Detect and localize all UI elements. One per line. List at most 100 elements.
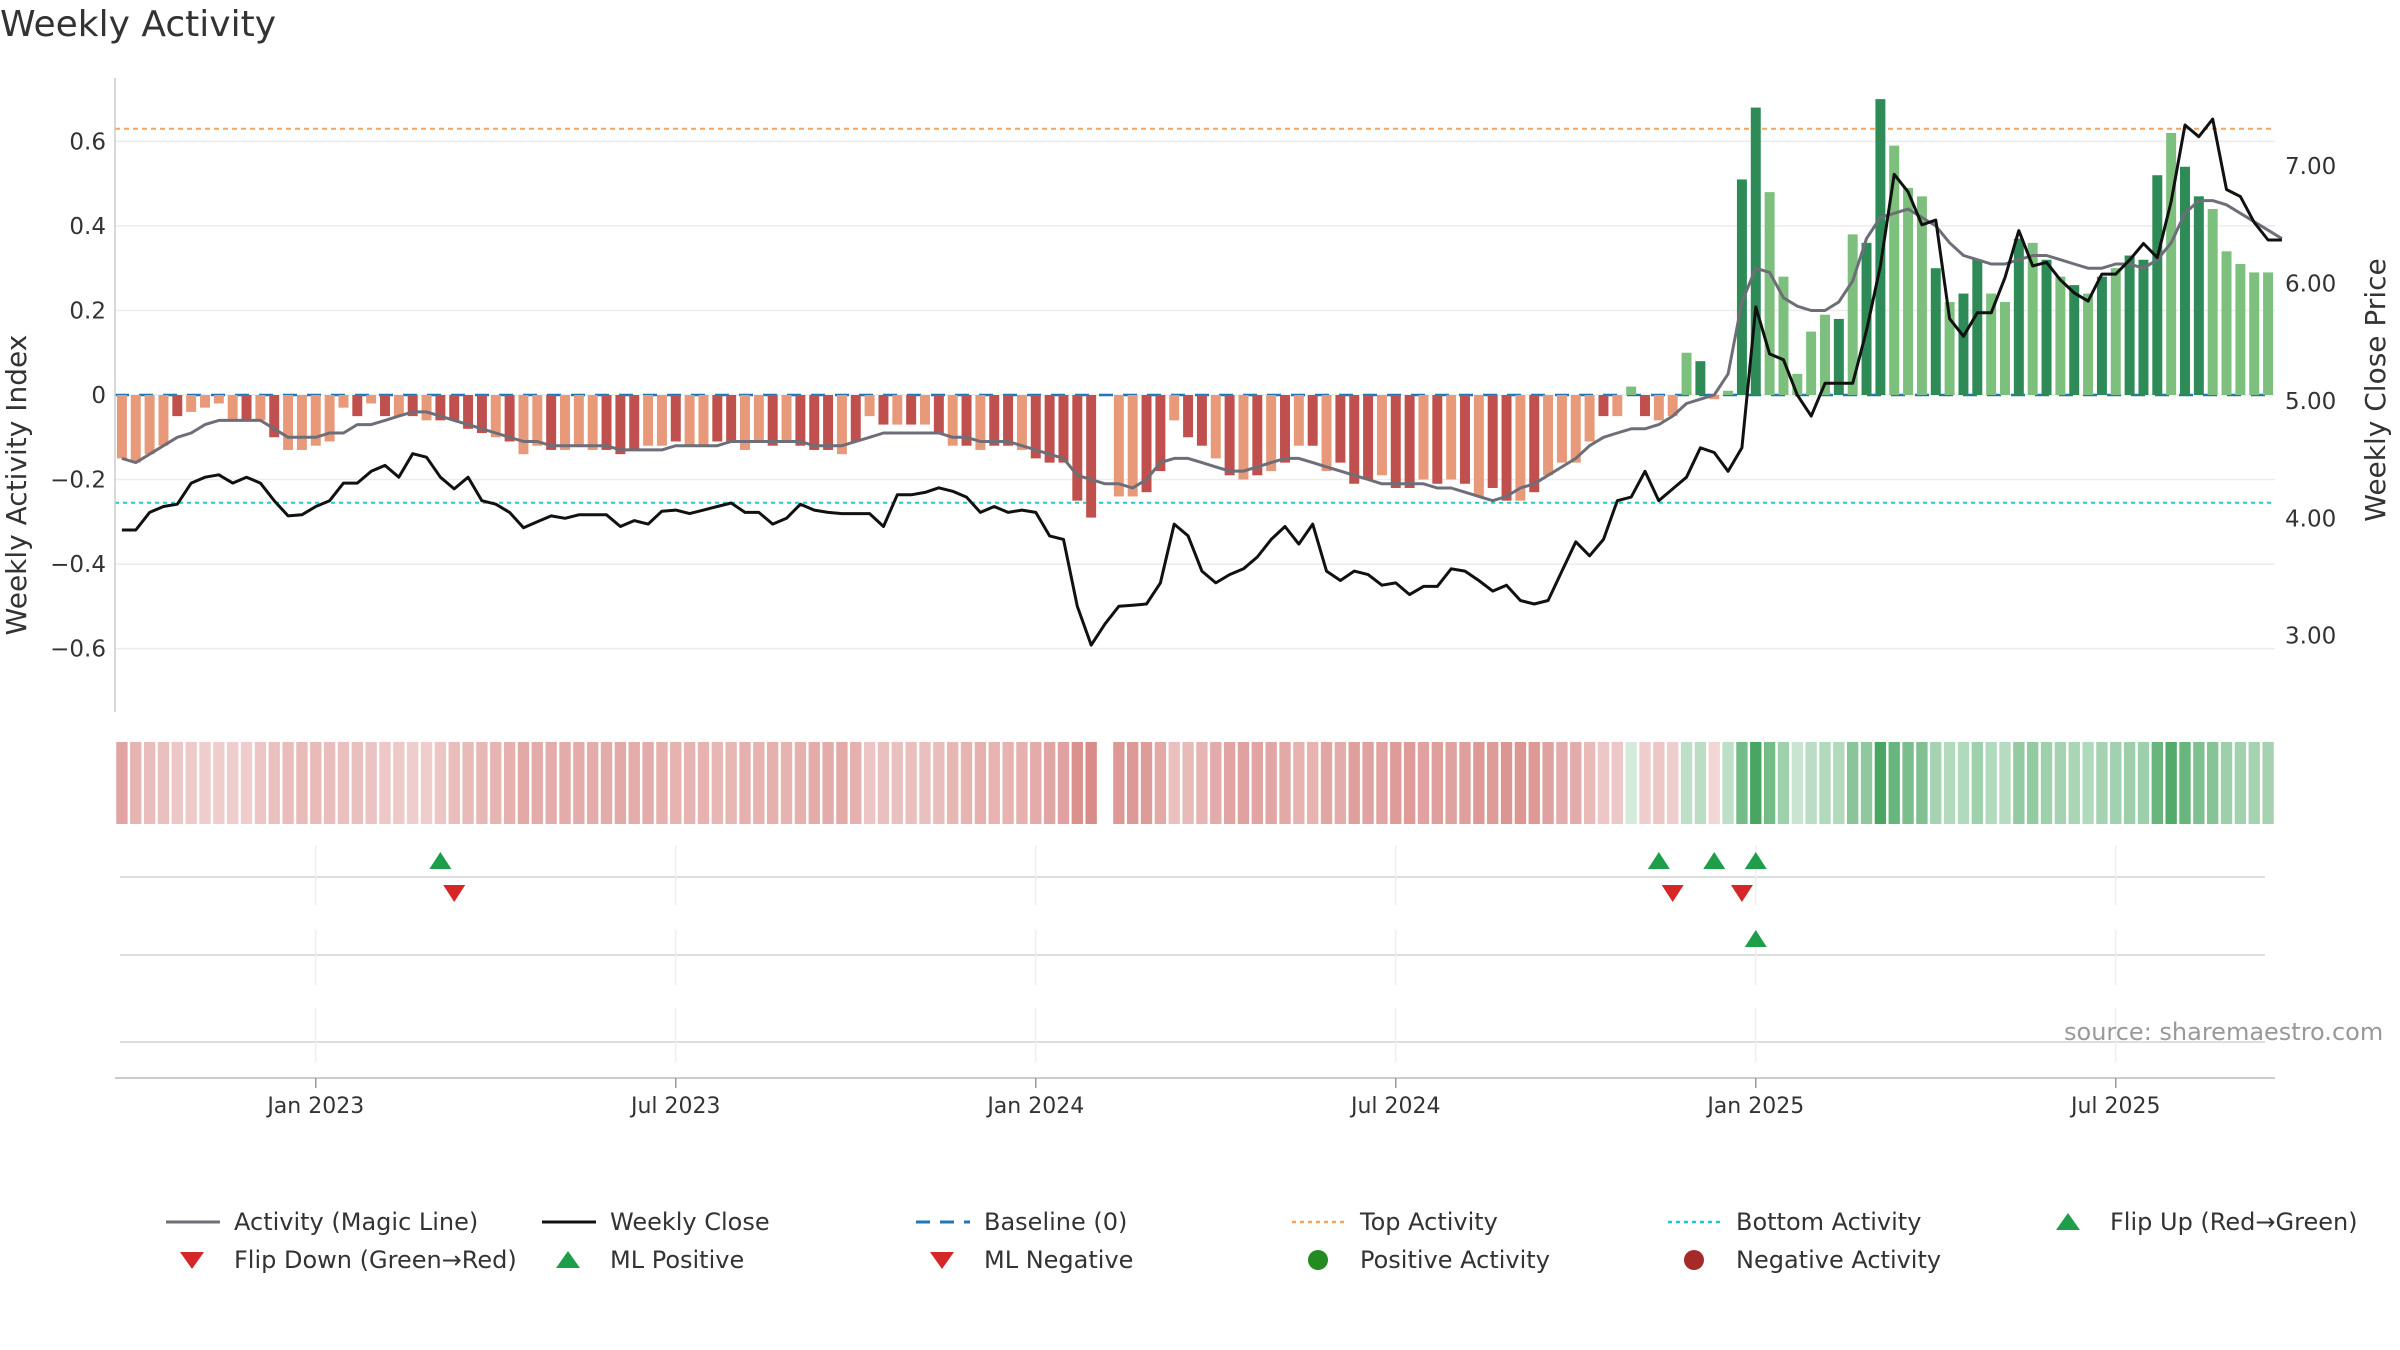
legend-item-weekly-close[interactable]: Weekly Close: [536, 1208, 770, 1236]
activity-bar: [1529, 395, 1540, 493]
intensity-cell: [656, 742, 668, 824]
intensity-cell: [1750, 742, 1762, 824]
activity-bar: [1044, 395, 1055, 463]
activity-bar: [1958, 293, 1969, 395]
legend-item-top-activity[interactable]: Top Activity: [1286, 1208, 1498, 1236]
intensity-cell: [1334, 742, 1347, 824]
activity-bar: [2000, 302, 2010, 395]
activity-bar: [1653, 395, 1664, 421]
activity-bar: [698, 395, 709, 446]
activity-bar: [2027, 242, 2038, 395]
intensity-cell: [1113, 742, 1125, 824]
intensity-cell: [1597, 742, 1610, 824]
activity-bar: [560, 395, 570, 450]
intensity-cell: [1348, 742, 1360, 824]
activity-bar: [670, 395, 681, 442]
intensity-cell: [1943, 742, 1956, 824]
activity-bar: [2083, 293, 2094, 395]
intensity-cell: [2082, 742, 2094, 824]
activity-bar: [2249, 272, 2260, 395]
intensity-cell: [1888, 742, 1900, 824]
intensity-cell: [697, 742, 710, 824]
activity-bar: [1196, 395, 1207, 446]
y-tick-right: 5.00: [2285, 389, 2336, 415]
legend-item-magic-line[interactable]: Activity (Magic Line): [160, 1208, 478, 1236]
activity-bar: [767, 395, 778, 446]
intensity-cell: [1320, 742, 1333, 824]
activity-bar: [1280, 395, 1290, 463]
intensity-cell: [503, 742, 516, 824]
intensity-cell: [407, 742, 419, 824]
intensity-cell: [683, 742, 696, 824]
legend-item-ml-positive[interactable]: ML Positive: [536, 1246, 744, 1274]
activity-bar: [1764, 192, 1775, 395]
intensity-cell: [822, 742, 834, 824]
intensity-cell: [1237, 742, 1250, 824]
activity-bar: [1252, 395, 1263, 476]
y-tick-left: 0.2: [69, 298, 106, 324]
activity-bar: [449, 395, 460, 421]
intensity-cell: [545, 742, 557, 824]
activity-bar: [338, 395, 349, 408]
activity-bar: [961, 395, 972, 446]
activity-bar: [656, 395, 667, 446]
intensity-cell: [1667, 742, 1679, 824]
intensity-cell: [947, 742, 959, 824]
activity-bar: [435, 395, 446, 421]
intensity-cell: [767, 742, 779, 824]
intensity-cell: [1223, 742, 1236, 824]
legend-item-positive-activity[interactable]: Positive Activity: [1286, 1246, 1550, 1274]
activity-bar: [1224, 395, 1235, 476]
activity-bar: [532, 395, 543, 446]
intensity-cell: [1390, 742, 1402, 824]
activity-bar: [393, 395, 404, 417]
intensity-cell: [143, 742, 156, 824]
activity-bar: [2207, 209, 2218, 395]
intensity-cell: [670, 742, 682, 824]
legend-item-ml-negative[interactable]: ML Negative: [910, 1246, 1133, 1274]
activity-bar: [1266, 395, 1277, 472]
legend-label: ML Negative: [984, 1246, 1134, 1274]
activity-bar: [864, 395, 875, 417]
intensity-cell: [379, 742, 391, 824]
activity-bar: [1875, 99, 1886, 395]
activity-bar: [1127, 395, 1138, 497]
intensity-cell: [2013, 742, 2025, 824]
activity-bar: [1418, 395, 1429, 480]
activity-bar: [1515, 395, 1526, 501]
activity-bar: [1626, 386, 1637, 395]
legend: Activity (Magic Line) Weekly Close Basel…: [160, 1208, 2400, 1298]
legend-item-flip-up[interactable]: Flip Up (Red→Green): [2036, 1208, 2358, 1236]
activity-bar: [2138, 259, 2149, 395]
intensity-cell: [1653, 742, 1665, 824]
legend-label: Weekly Close: [610, 1208, 770, 1236]
intensity-cell: [725, 742, 737, 824]
legend-item-bottom-activity[interactable]: Bottom Activity: [1662, 1208, 1921, 1236]
legend-item-baseline[interactable]: Baseline (0): [910, 1208, 1127, 1236]
flip-up-marker: [429, 852, 452, 869]
activity-bar: [144, 395, 155, 455]
intensity-cell: [974, 742, 987, 824]
intensity-cell: [268, 742, 280, 824]
intensity-cell: [1071, 742, 1083, 824]
legend-item-flip-down[interactable]: Flip Down (Green→Red): [160, 1246, 517, 1274]
intensity-cell: [2248, 742, 2260, 824]
activity-bar: [255, 395, 266, 421]
legend-item-negative-activity[interactable]: Negative Activity: [1662, 1246, 1941, 1274]
activity-bar: [1833, 318, 1844, 395]
activity-bar: [878, 395, 889, 425]
intensity-cell: [1930, 742, 1942, 824]
activity-bar: [2069, 285, 2080, 395]
activity-bar: [380, 395, 390, 417]
x-tick-label: Jan 2025: [1705, 1094, 1804, 1119]
activity-bar: [310, 395, 321, 446]
intensity-cell: [988, 742, 1000, 824]
intensity-cell: [808, 742, 820, 824]
activity-bar: [933, 395, 944, 434]
activity-bar: [2152, 175, 2163, 395]
intensity-cell: [2137, 742, 2150, 824]
intensity-cell: [877, 742, 890, 824]
top-line-swatch-icon: [1292, 1220, 1346, 1224]
y-tick-left: 0: [91, 383, 106, 409]
intensity-cell: [1514, 742, 1527, 824]
